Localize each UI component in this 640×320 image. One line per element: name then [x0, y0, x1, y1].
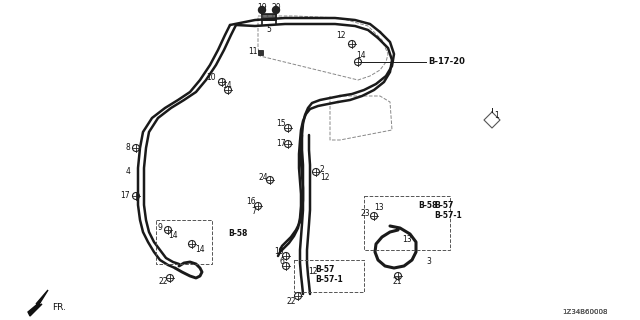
Text: 3: 3	[426, 258, 431, 267]
Text: B-57-1: B-57-1	[434, 212, 461, 220]
Text: 13: 13	[374, 204, 383, 212]
Text: B-57: B-57	[315, 266, 334, 275]
Text: 10: 10	[206, 74, 216, 83]
Text: 1: 1	[494, 110, 499, 119]
Text: 17: 17	[276, 140, 286, 148]
Bar	[156, 220, 212, 264]
Text: B-57-1: B-57-1	[315, 276, 343, 284]
Text: 20: 20	[271, 4, 280, 12]
Text: 12: 12	[320, 173, 330, 182]
Bar	[364, 196, 450, 250]
Text: 17: 17	[120, 191, 130, 201]
Text: 13: 13	[402, 236, 412, 244]
Text: 2: 2	[320, 165, 324, 174]
Text: 14: 14	[356, 52, 365, 60]
Text: B-17-20: B-17-20	[428, 58, 465, 67]
Text: 6: 6	[279, 258, 284, 267]
Text: 12: 12	[337, 31, 346, 41]
Text: 21: 21	[392, 277, 402, 286]
Text: 1Z34B60008: 1Z34B60008	[562, 309, 607, 315]
Polygon shape	[28, 290, 48, 316]
Text: B-57: B-57	[434, 202, 453, 211]
Text: 7: 7	[251, 207, 256, 217]
Text: 22: 22	[159, 277, 168, 286]
Text: B-58: B-58	[228, 229, 248, 238]
Text: 11: 11	[248, 47, 258, 57]
Text: 18: 18	[275, 247, 284, 257]
Text: 14: 14	[195, 245, 205, 254]
Bar	[258, 50, 263, 55]
Text: 1Z34B60008: 1Z34B60008	[562, 309, 607, 315]
Circle shape	[273, 6, 280, 13]
Text: 19: 19	[257, 4, 267, 12]
Text: 14: 14	[168, 231, 178, 241]
Text: B-58: B-58	[418, 202, 437, 211]
Text: 24: 24	[259, 173, 268, 182]
Text: 22: 22	[287, 298, 296, 307]
Text: 14: 14	[222, 82, 232, 91]
Text: FR.: FR.	[52, 303, 66, 313]
Text: 23: 23	[360, 210, 370, 219]
Text: 12: 12	[308, 268, 317, 276]
Bar	[263, 14, 276, 20]
Text: 15: 15	[276, 119, 286, 129]
Text: 4: 4	[125, 167, 130, 177]
Circle shape	[259, 6, 266, 13]
Bar	[294, 260, 364, 292]
Text: 16: 16	[246, 197, 256, 206]
Text: 9: 9	[157, 223, 162, 233]
Text: 5: 5	[267, 26, 271, 35]
Text: 8: 8	[125, 143, 130, 153]
